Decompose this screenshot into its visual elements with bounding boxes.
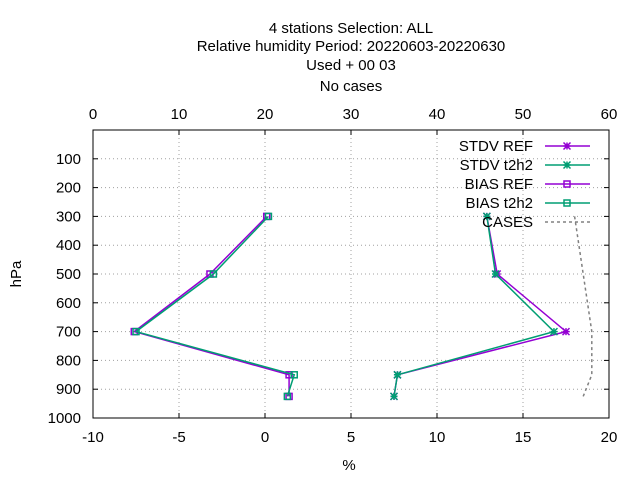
data-series	[130, 212, 593, 401]
square-marker	[283, 392, 292, 401]
star-marker	[549, 327, 558, 336]
series-stdv-ref	[389, 212, 571, 401]
x2-tick-label: 10	[171, 106, 188, 123]
y-tick-label: 100	[56, 151, 81, 168]
y-tick-label: 900	[56, 381, 81, 398]
square-marker	[264, 212, 273, 221]
x2-tick-label: 60	[601, 106, 618, 123]
title-line-4: No cases	[320, 78, 383, 95]
legend-label: STDV REF	[459, 138, 533, 155]
star-marker	[562, 141, 572, 151]
star-marker	[561, 327, 571, 336]
title-line-2: Relative humidity Period: 20220603-20220…	[197, 38, 506, 55]
star-marker	[562, 160, 572, 170]
y-tick-label: 700	[56, 324, 81, 341]
series-line	[573, 216, 593, 397]
y-tick-label: 300	[56, 208, 81, 225]
x-tick-label: 0	[261, 429, 269, 446]
square-marker	[563, 199, 571, 207]
square-marker	[209, 270, 218, 278]
star-marker	[491, 269, 500, 279]
chart-title: 4 stations Selection: ALL Relative humid…	[197, 20, 506, 95]
x-tick-label: 15	[515, 429, 532, 446]
x-tick-label: 20	[601, 429, 618, 446]
legend-entry: CASES	[482, 214, 590, 231]
x2-tick-label: 20	[257, 106, 274, 123]
star-marker	[389, 392, 399, 401]
legend-label: CASES	[482, 214, 533, 231]
title-line-3: Used + 00 03	[306, 57, 396, 74]
square-marker	[290, 371, 298, 379]
series-stdv-t2h2	[389, 212, 558, 401]
y-tick-label: 500	[56, 266, 81, 283]
y-tick-label: 1000	[48, 410, 81, 427]
x-axis-label: %	[342, 457, 355, 474]
legend-label: BIAS REF	[465, 176, 533, 193]
square-marker	[563, 180, 571, 188]
star-marker	[393, 370, 402, 379]
star-marker	[482, 212, 491, 221]
series-bias-t2h2	[132, 212, 298, 401]
series-bias-ref	[130, 212, 293, 401]
legend-entry: STDV REF	[459, 138, 590, 155]
legend: STDV REF STDV t2h2 BIAS REF BIAS t2h2 CASES	[459, 138, 590, 231]
legend-label: STDV t2h2	[460, 157, 533, 174]
series-line	[393, 216, 556, 397]
grid-lines	[93, 130, 609, 418]
y-tick-label: 400	[56, 237, 81, 254]
x2-tick-label: 0	[89, 106, 97, 123]
y-axis-label: hPa	[8, 260, 25, 287]
y-tick-label: 800	[56, 352, 81, 369]
x-tick-label: -10	[82, 429, 104, 446]
x-tick-label: -5	[172, 429, 185, 446]
x-tick-label: 10	[429, 429, 446, 446]
x2-tick-label: 40	[429, 106, 446, 123]
axis-ticks: -10 -5 0 5 10 15 200 10 20 30 40 50 6010020030040050…	[48, 106, 618, 446]
x2-tick-label: 30	[343, 106, 360, 123]
series-line	[132, 215, 290, 397]
x2-tick-label: 50	[515, 106, 532, 123]
legend-entry: BIAS REF	[465, 176, 590, 193]
y-tick-label: 200	[56, 180, 81, 197]
legend-entry: STDV t2h2	[460, 157, 590, 174]
square-marker	[132, 327, 140, 336]
x-tick-label: 5	[347, 429, 355, 446]
legend-label: BIAS t2h2	[465, 195, 533, 212]
series-line	[134, 215, 296, 397]
title-line-1: 4 stations Selection: ALL	[269, 20, 433, 37]
series-cases	[573, 216, 593, 397]
legend-entry: BIAS t2h2	[465, 195, 590, 212]
y-tick-label: 600	[56, 295, 81, 312]
